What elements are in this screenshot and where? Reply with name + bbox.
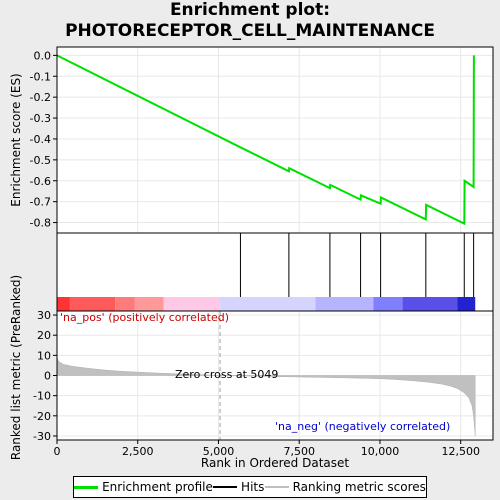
- ranking-xtick-label: 0: [54, 445, 61, 458]
- ranking-ytick-label: -30: [33, 430, 51, 443]
- enrichment-profile-line: [56, 54, 475, 226]
- ranking-panel-border: [56, 310, 494, 441]
- gsea-chart: 0.0 -0.1 -0.2 -0.3 -0.4 -0.5 -0.6 -0.7 -0.8 30 20 1…: [9, 46, 494, 470]
- legend-enrichment-label: Enrichment profile: [102, 480, 213, 494]
- legend-enrichment: Enrichment profile: [74, 480, 213, 494]
- color-bar-segment: [402, 297, 458, 311]
- legend-hits-label: Hits: [241, 480, 265, 494]
- color-bar-segment: [315, 297, 374, 311]
- ranking-ytick-label: -20: [33, 410, 51, 423]
- neg-correlation-label: 'na_neg' (negatively correlated): [275, 420, 450, 433]
- ranking-ytick-label: 20: [37, 329, 51, 342]
- pos-correlation-label: 'na_pos' (positively correlated): [60, 311, 229, 324]
- chart-title: Enrichment plot: PHOTORECEPTOR_CELL_MAIN…: [0, 0, 500, 42]
- legend-enrichment-swatch: [74, 485, 99, 489]
- legend-hits-swatch: [213, 486, 238, 488]
- legend-ranking-label: Ranking metric scores: [292, 480, 426, 494]
- es-ytick-label: -0.4: [30, 133, 51, 146]
- ranking-xtick-label: 7,500: [283, 445, 315, 458]
- es-ylabel: Enrichment score (ES): [9, 73, 23, 206]
- color-bar-segment: [69, 297, 116, 311]
- ranking-xtick-label: 5,000: [203, 445, 235, 458]
- es-ytick-label: -0.2: [30, 91, 51, 104]
- es-ytick-label: -0.7: [30, 196, 51, 209]
- ranking-xtick-label: 12,500: [441, 445, 480, 458]
- ranking-ylabel: Ranked list metric (PreRanked): [9, 275, 23, 460]
- color-bar-segment: [457, 297, 476, 311]
- ranking-metric-area: [56, 357, 476, 437]
- es-ytick-label: -0.5: [30, 154, 51, 167]
- legend-ranking-swatch: [264, 486, 289, 488]
- ranking-ytick-label: 10: [37, 349, 51, 362]
- title-line-1: Enrichment plot:: [169, 0, 331, 20]
- es-ytick-label: -0.6: [30, 175, 51, 188]
- color-bar-segment: [163, 297, 221, 311]
- color-bar-segment: [220, 297, 316, 311]
- zero-cross-label: Zero cross at 5049: [175, 368, 278, 381]
- color-bar-segment: [134, 297, 164, 311]
- es-ytick-label: 0.0: [34, 49, 52, 62]
- legend-hits: Hits: [213, 480, 264, 494]
- ranking-ytick-label: 0: [44, 370, 51, 383]
- ranking-ytick-label: 30: [37, 309, 51, 322]
- title-line-2: PHOTORECEPTOR_CELL_MAINTENANCE: [65, 21, 435, 41]
- legend: Enrichment profile Hits Ranking metric s…: [73, 476, 427, 498]
- ranking-xtick-label: 10,000: [361, 445, 400, 458]
- color-bar-segment: [115, 297, 135, 311]
- es-ytick-label: -0.8: [30, 217, 51, 230]
- es-ytick-label: -0.3: [30, 112, 51, 125]
- ranking-xlabel: Rank in Ordered Dataset: [201, 456, 349, 470]
- es-ytick-label: -0.1: [30, 70, 51, 83]
- legend-ranking: Ranking metric scores: [264, 480, 426, 494]
- color-bar-segment: [57, 297, 70, 311]
- ranking-ytick-label: -10: [33, 390, 51, 403]
- ranking-xtick-label: 2,500: [122, 445, 154, 458]
- color-bar-segment: [373, 297, 403, 311]
